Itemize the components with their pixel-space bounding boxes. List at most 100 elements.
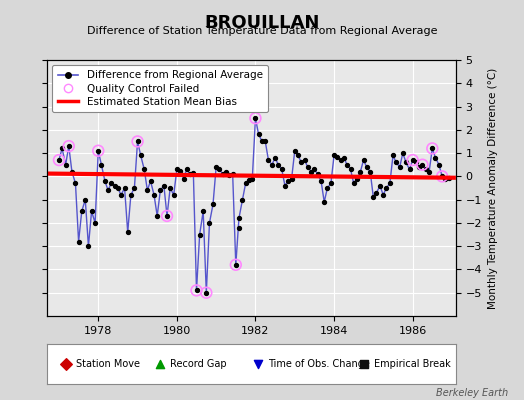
Point — [264, 157, 272, 163]
Point — [192, 287, 201, 294]
Point — [392, 159, 400, 166]
Point — [366, 168, 375, 175]
Point — [124, 229, 132, 236]
Point — [313, 171, 322, 177]
Point — [232, 262, 240, 268]
Point — [155, 361, 163, 367]
Text: Empirical Break: Empirical Break — [374, 359, 451, 369]
Point — [134, 138, 142, 145]
Point — [176, 167, 184, 174]
Point — [202, 290, 211, 296]
Point — [209, 201, 217, 208]
Point — [438, 173, 446, 180]
Point — [307, 168, 315, 175]
Point — [232, 262, 240, 268]
Point — [170, 192, 178, 198]
Point — [64, 143, 73, 149]
Point — [343, 162, 351, 168]
Point — [406, 166, 414, 172]
Point — [121, 185, 129, 191]
Point — [97, 162, 106, 168]
Point — [130, 185, 139, 191]
Point — [363, 164, 371, 170]
Point — [235, 215, 243, 222]
Point — [235, 224, 243, 231]
Point — [55, 157, 63, 163]
Point — [399, 150, 407, 156]
Point — [445, 174, 453, 181]
Point — [189, 170, 198, 176]
Point — [402, 159, 410, 166]
Point — [254, 361, 262, 367]
Point — [163, 213, 171, 219]
Point — [127, 192, 135, 198]
Point — [284, 178, 292, 184]
Point — [421, 166, 430, 172]
Point — [346, 166, 355, 172]
Point — [255, 131, 263, 138]
Point — [137, 152, 145, 159]
Point — [91, 220, 100, 226]
Point — [179, 176, 188, 182]
Point — [396, 164, 404, 170]
Point — [68, 168, 76, 175]
Point — [114, 185, 122, 191]
Point — [182, 166, 191, 172]
Point — [143, 187, 151, 194]
Point — [134, 138, 142, 145]
Point — [379, 192, 387, 198]
Point — [271, 154, 279, 161]
Point — [258, 138, 266, 145]
Point — [94, 148, 103, 154]
Point — [353, 176, 361, 182]
Point — [310, 166, 319, 172]
Point — [242, 180, 250, 186]
Point — [225, 172, 233, 178]
Point — [166, 185, 174, 191]
Text: Station Move: Station Move — [76, 359, 140, 369]
Point — [428, 145, 436, 152]
Point — [192, 287, 201, 294]
Point — [228, 171, 237, 177]
Point — [356, 168, 365, 175]
Point — [350, 180, 358, 186]
Point — [248, 176, 257, 182]
Point — [418, 162, 427, 168]
Point — [320, 199, 329, 205]
Point — [153, 213, 161, 219]
Point — [140, 166, 148, 172]
Point — [415, 164, 423, 170]
Point — [88, 208, 96, 214]
Point — [173, 166, 181, 172]
Point — [84, 243, 93, 249]
Point — [81, 196, 90, 203]
Point — [61, 361, 70, 367]
Point — [317, 178, 325, 184]
Point — [55, 157, 63, 163]
Point — [64, 143, 73, 149]
Point — [156, 187, 165, 194]
Point — [199, 208, 208, 214]
Point — [376, 182, 384, 189]
Point — [294, 152, 302, 159]
Point — [61, 162, 70, 168]
Point — [107, 180, 115, 186]
Point — [303, 164, 312, 170]
Text: BROUILLAN: BROUILLAN — [204, 14, 320, 32]
Point — [238, 196, 247, 203]
Point — [386, 180, 394, 186]
Legend: Difference from Regional Average, Quality Control Failed, Estimated Station Mean: Difference from Regional Average, Qualit… — [52, 65, 268, 112]
Point — [163, 213, 171, 219]
Point — [274, 162, 282, 168]
Point — [117, 192, 125, 198]
Point — [268, 162, 276, 168]
Point — [369, 194, 378, 200]
Point — [288, 176, 296, 182]
Point — [215, 166, 224, 172]
Point — [71, 180, 80, 186]
Point — [94, 148, 103, 154]
Point — [431, 154, 440, 161]
Point — [359, 361, 368, 367]
Point — [58, 145, 66, 152]
Point — [104, 187, 112, 194]
